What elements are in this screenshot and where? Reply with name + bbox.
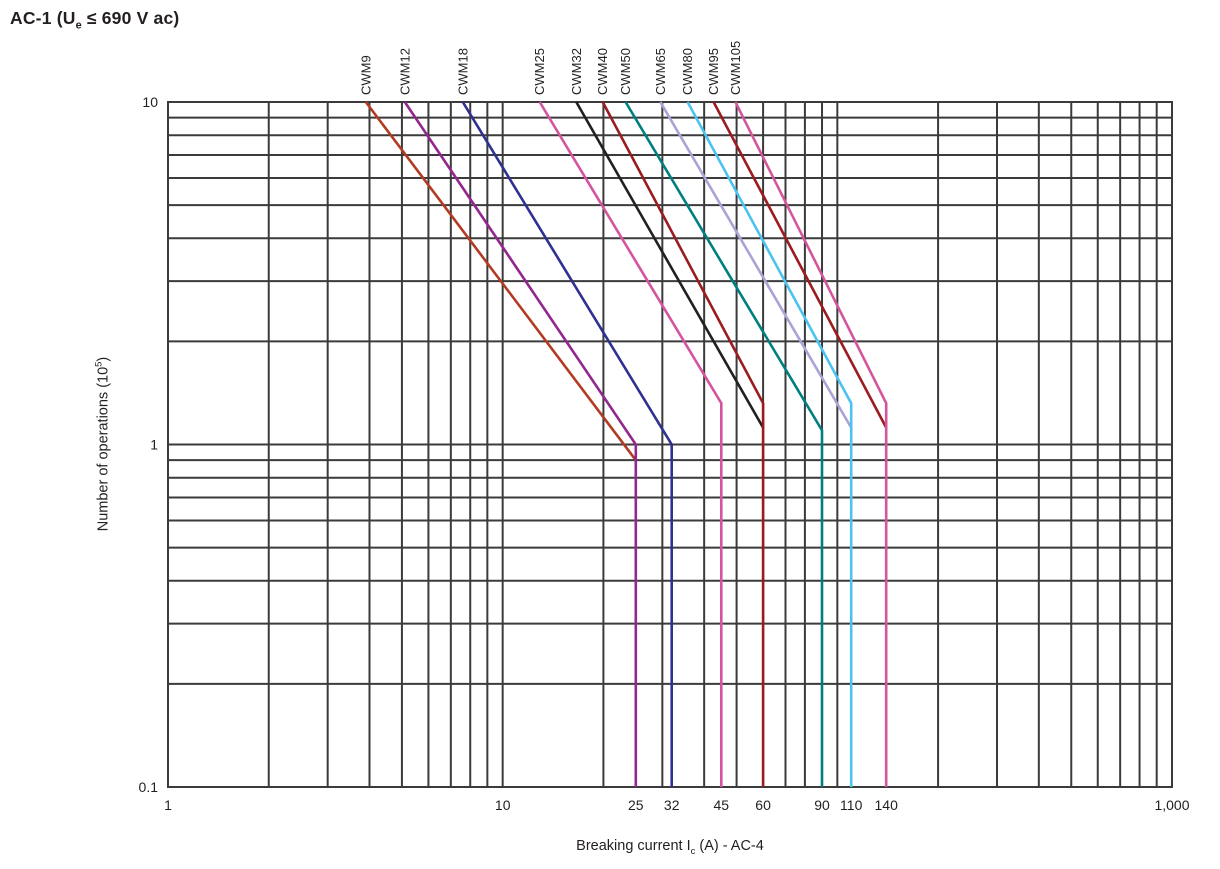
curve-label-cwm65: CWM65 xyxy=(653,48,668,95)
x-axis-title-suffix: (A) - AC-4 xyxy=(695,838,764,855)
y-tick-label-1: 1 xyxy=(150,437,158,453)
plot-border xyxy=(167,101,1173,788)
x-tick-label-32: 32 xyxy=(664,797,680,813)
curve-label-cwm80: CWM80 xyxy=(680,48,695,95)
curve-label-cwm95: CWM95 xyxy=(706,48,721,95)
x-tick-label-60: 60 xyxy=(755,797,771,813)
curve-cwm105 xyxy=(734,101,888,787)
curve-label-cwm40: CWM40 xyxy=(595,48,610,95)
y-axis-title-superscript: 5 xyxy=(92,361,104,367)
x-tick-label-25: 25 xyxy=(628,797,644,813)
curve-label-cwm105: CWM105 xyxy=(728,41,743,95)
y-tick-label-10: 10 xyxy=(142,94,158,110)
curve-cwm12 xyxy=(403,101,638,787)
x-axis-title-prefix: Breaking current I xyxy=(576,838,691,855)
curve-cwm50 xyxy=(624,101,824,787)
curve-cwm9 xyxy=(364,101,637,461)
curve-cwm80 xyxy=(686,101,853,787)
curve-cwm25 xyxy=(538,101,723,787)
x-tick-label-90: 90 xyxy=(814,797,830,813)
curve-cwm95 xyxy=(712,101,888,429)
chart-title: AC-1 (Ue ≤ 690 V ac) xyxy=(10,8,179,32)
x-tick-label-1: 1 xyxy=(164,797,172,813)
y-tick-label-0.1: 0.1 xyxy=(139,779,159,795)
y-axis-title: Number of operations (105) xyxy=(93,357,112,532)
x-tick-label-1000: 1,000 xyxy=(1154,797,1189,813)
curve-label-cwm18: CWM18 xyxy=(455,48,470,95)
curve-label-cwm32: CWM32 xyxy=(569,48,584,95)
x-tick-label-45: 45 xyxy=(714,797,730,813)
curve-cwm32 xyxy=(575,101,765,429)
y-axis-title-suffix: ) xyxy=(95,356,112,362)
x-axis-title-subscript: c xyxy=(690,844,696,856)
curve-cwm65 xyxy=(659,101,853,429)
curve-label-cwm12: CWM12 xyxy=(397,48,412,95)
curve-cwm40 xyxy=(601,101,765,787)
x-tick-label-110: 110 xyxy=(840,797,863,813)
chart-title-prefix: AC-1 (U xyxy=(10,8,76,28)
curve-label-cwm50: CWM50 xyxy=(618,48,633,95)
curve-label-cwm9: CWM9 xyxy=(358,55,373,95)
x-tick-label-10: 10 xyxy=(495,797,511,813)
x-tick-label-140: 140 xyxy=(875,797,899,813)
chart-title-subscript: e xyxy=(75,19,82,32)
curve-label-cwm25: CWM25 xyxy=(532,48,547,95)
y-axis-title-prefix: Number of operations (10 xyxy=(95,366,112,532)
x-axis-title: Breaking current Ic (A) - AC-4 xyxy=(576,838,764,856)
curve-cwm18 xyxy=(461,101,674,787)
chart-title-suffix: ≤ 690 V ac) xyxy=(81,8,180,28)
